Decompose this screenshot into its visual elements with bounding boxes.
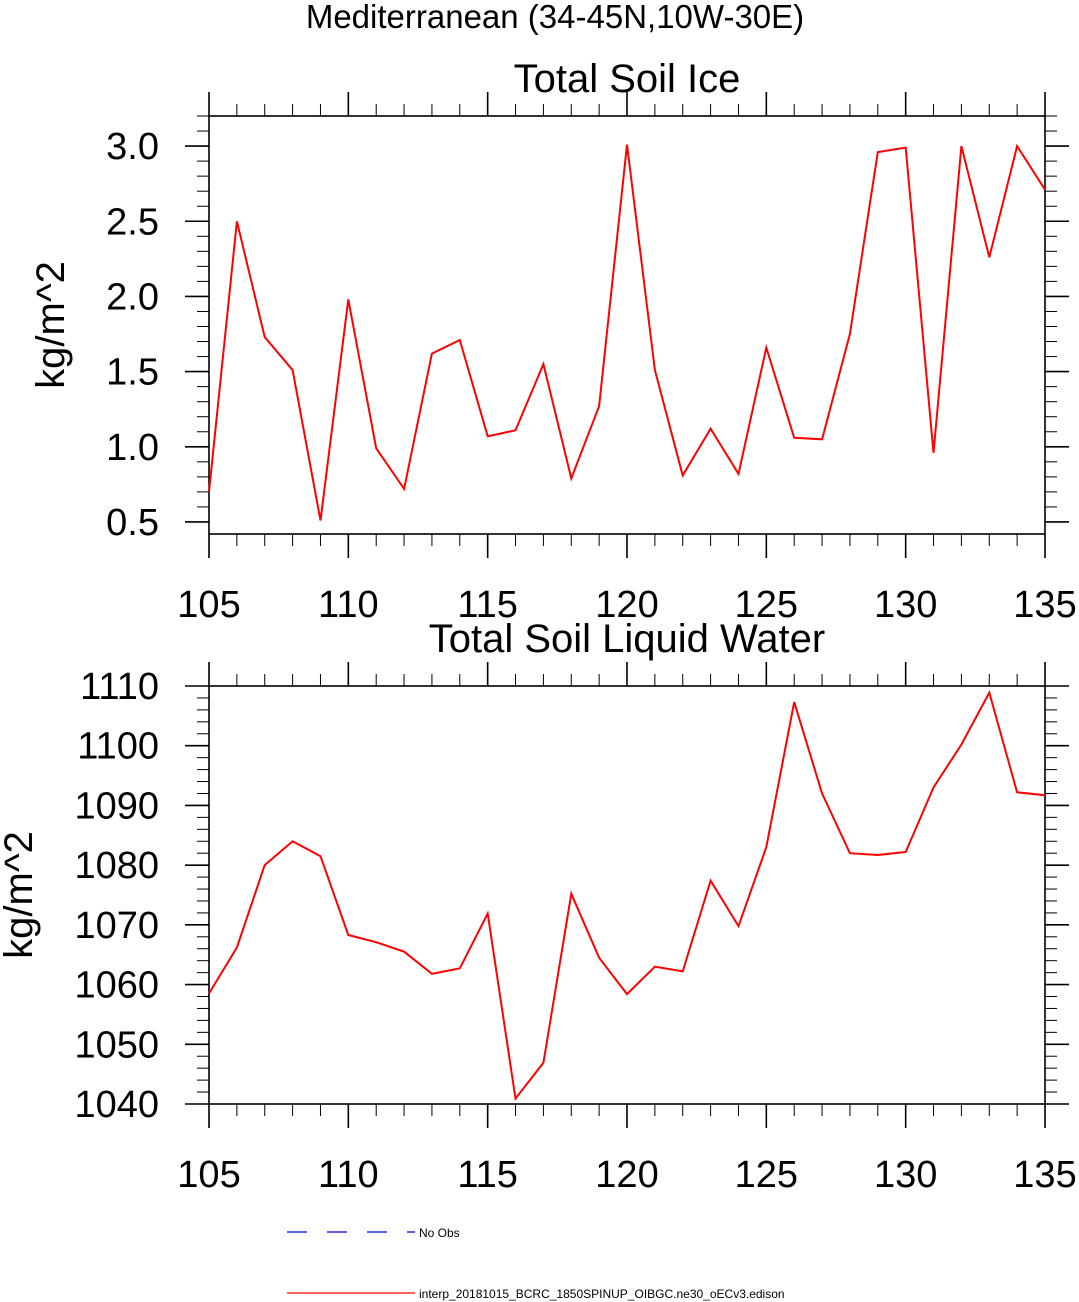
y-tick-label: 1090 — [74, 785, 159, 827]
y-tick-label: 1.0 — [106, 427, 159, 469]
legend: No Obs interp_20181015_BCRC_1850SPINUP_O… — [287, 1226, 785, 1301]
chart-title: Total Soil Liquid Water — [429, 617, 825, 661]
y-tick-label: 1050 — [74, 1024, 159, 1066]
y-tick-label: 0.5 — [106, 502, 159, 544]
x-tick-label: 115 — [457, 584, 518, 626]
x-tick-label: 115 — [457, 1154, 518, 1196]
x-tick-label: 135 — [1013, 584, 1076, 626]
y-tick-label: 2.5 — [106, 201, 159, 243]
plot-frame — [208, 115, 1046, 535]
x-tick-label: 110 — [318, 584, 379, 626]
legend-no-obs-label: No Obs — [419, 1226, 460, 1240]
panel-total-soil-liquid-water: Total Soil Liquid Water kg/m^2 105 110 115 12… — [0, 617, 1077, 1196]
y-axis-label: kg/m^2 — [29, 261, 73, 389]
series-line — [208, 689, 1046, 1102]
x-tick-label: 110 — [318, 1154, 379, 1196]
y-tick-label: 1040 — [74, 1084, 159, 1126]
y-tick-label: 1.5 — [106, 352, 159, 394]
x-tick-label: 130 — [874, 1154, 937, 1196]
series-line — [208, 143, 1046, 521]
figure-suptitle: Mediterranean (34-45N,10W-30E) — [306, 0, 804, 35]
y-tick-label: 1060 — [74, 965, 159, 1007]
y-tick-label: 1110 — [80, 666, 159, 708]
x-tick-label: 120 — [595, 584, 658, 626]
x-tick-label: 125 — [735, 1154, 798, 1196]
x-tick-label: 125 — [735, 584, 798, 626]
y-tick-label: 1080 — [74, 845, 159, 887]
x-tick-label: 105 — [177, 1154, 240, 1196]
y-tick-label: 3.0 — [106, 126, 159, 168]
y-axis-label: kg/m^2 — [0, 831, 41, 959]
x-tick-label: 130 — [874, 584, 937, 626]
y-tick-label: 2.0 — [106, 276, 159, 318]
x-tick-label: 120 — [595, 1154, 658, 1196]
x-tick-label: 135 — [1013, 1154, 1076, 1196]
legend-model-label: interp_20181015_BCRC_1850SPINUP_OIBGC.ne… — [419, 1287, 785, 1301]
y-tick-label: 1070 — [74, 905, 159, 947]
y-tick-label: 1100 — [77, 726, 159, 768]
x-tick-label: 105 — [177, 584, 240, 626]
